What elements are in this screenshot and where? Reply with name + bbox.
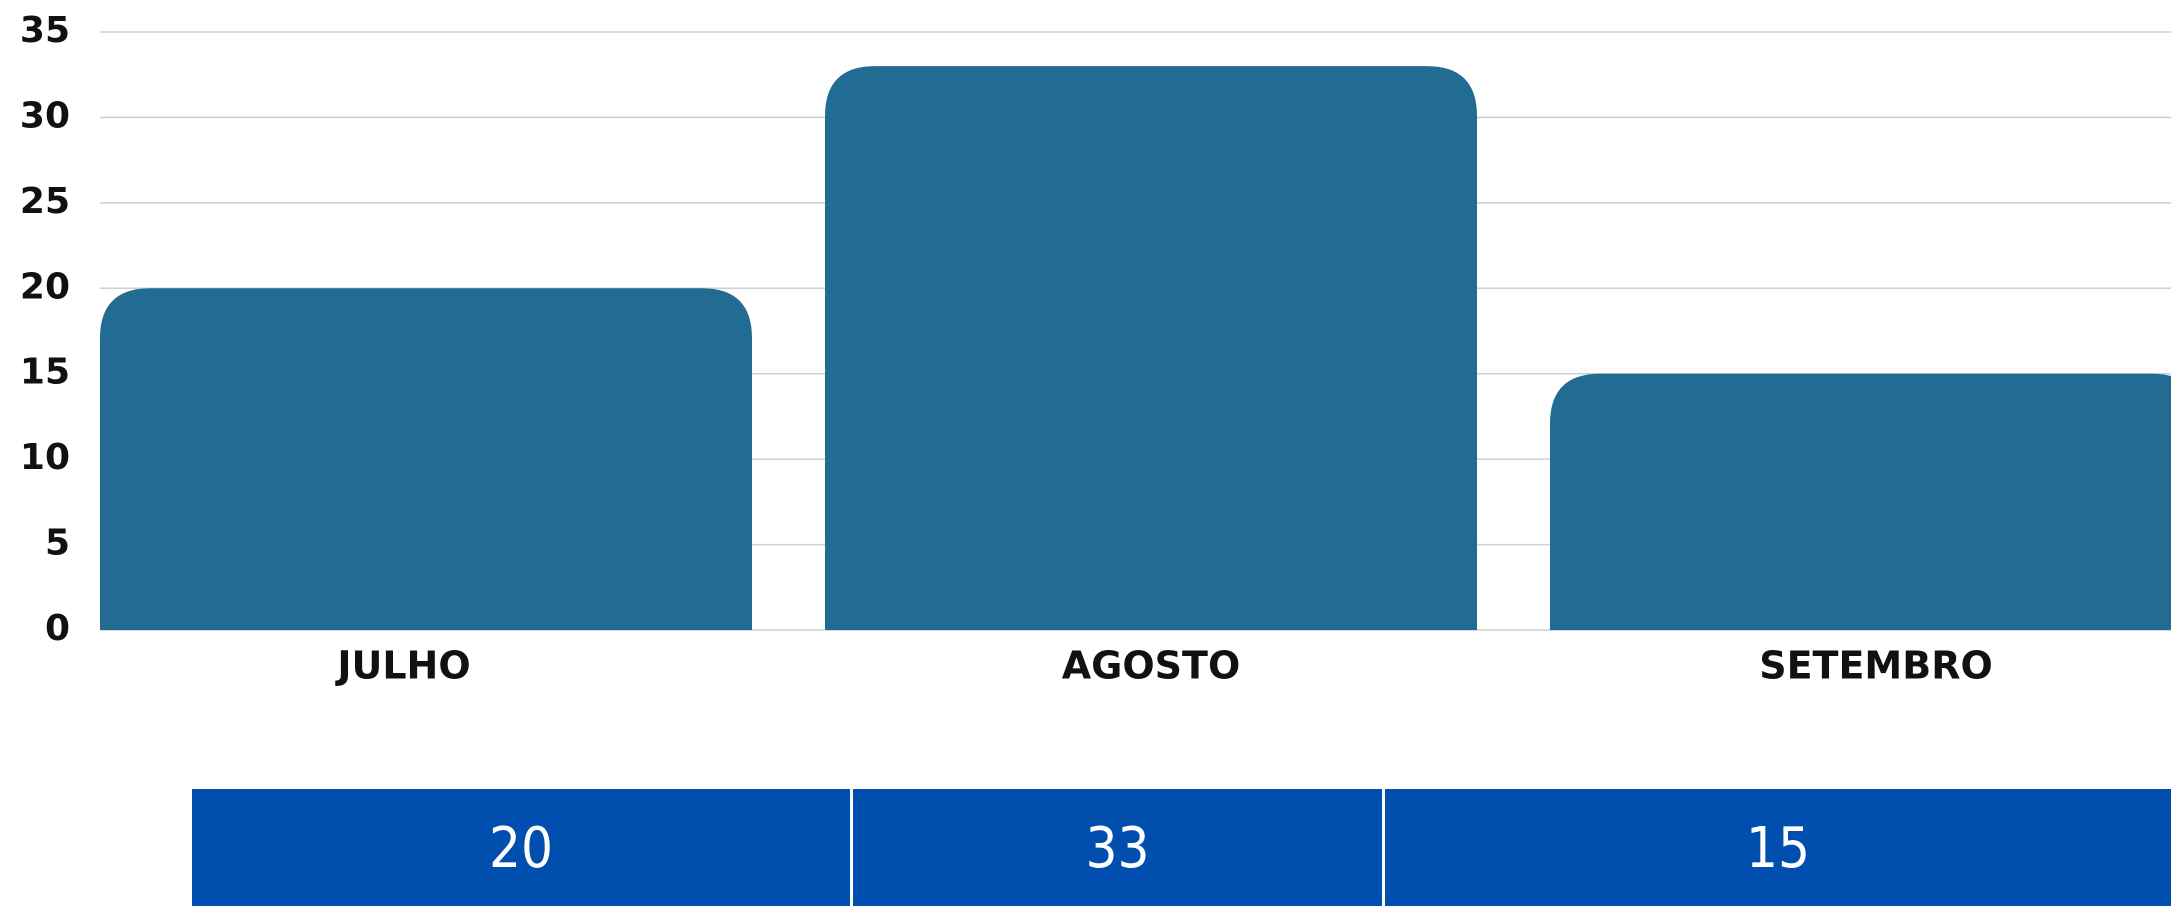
table-cell [192,789,850,906]
y-tick-label: 5 [45,523,70,564]
bar [825,66,1477,630]
x-tick-label: JULHO [334,644,470,688]
y-tick-label: 20 [20,266,70,307]
table-cell [1385,789,2171,906]
x-tick-label: SETEMBRO [1759,644,1993,688]
y-tick-label: 15 [20,352,70,393]
y-tick-label: 30 [20,95,70,136]
y-tick-label: 0 [45,608,70,649]
table-value: 15 [1746,816,1810,881]
bar [1550,373,2171,630]
table-value: 33 [1085,816,1149,881]
x-tick-label: AGOSTO [1062,644,1241,688]
y-tick-label: 25 [20,181,70,222]
y-tick-label: 10 [20,437,70,478]
y-tick-label: 35 [20,10,70,51]
table-cell [853,789,1382,906]
table-value: 20 [489,816,553,881]
bar [100,288,752,630]
